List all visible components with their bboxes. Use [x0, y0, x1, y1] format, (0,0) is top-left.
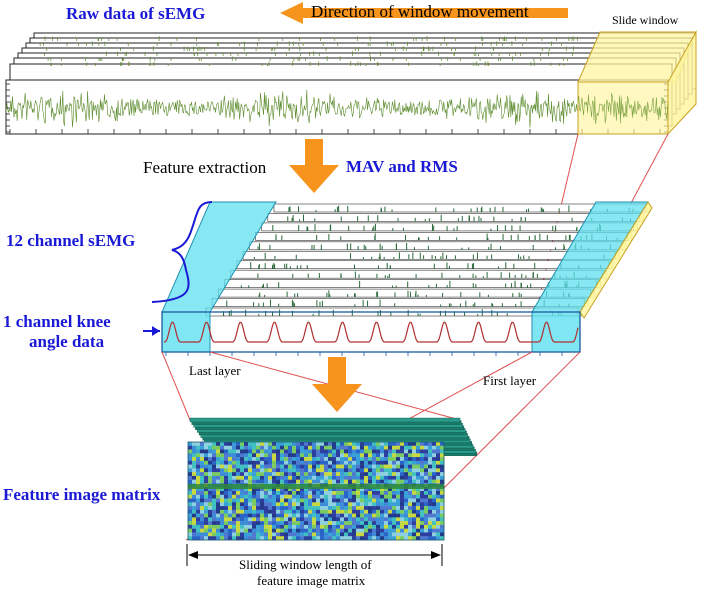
feature-image-matrix-label: Feature image matrix [3, 485, 161, 504]
feature-extraction-arrow [289, 139, 339, 193]
feature-block-side-strip [579, 201, 653, 319]
slide-window-signal [578, 93, 668, 125]
raw-semg-signal [6, 89, 578, 128]
last-layer-window [161, 201, 277, 353]
channel-brace [151, 201, 213, 303]
slide-window-box [577, 30, 697, 136]
connector-line [161, 351, 191, 421]
knee-angle-strip [161, 311, 581, 353]
sliding-length-dimension [186, 544, 443, 566]
raw-semg-front-strip [5, 79, 669, 135]
sliding-length-label-line1: Sliding window length of [239, 557, 372, 572]
slide-window-label: Slide window [612, 13, 679, 27]
connector-line [629, 133, 669, 206]
feature-image-matrix [187, 417, 478, 541]
knee-angle-curve [163, 321, 579, 343]
knee-angle-label-line1: 1 channel knee [3, 312, 111, 331]
connector-line [441, 351, 581, 491]
feature-image-arrow [312, 357, 362, 412]
knee-angle-ticks [165, 352, 563, 356]
raw-data-title: Raw data of sEMG [66, 4, 206, 23]
first-layer-label: First layer [483, 373, 537, 388]
mav-rms-label: MAV and RMS [346, 157, 458, 176]
last-layer-label: Last layer [189, 363, 241, 378]
knee-angle-label-line2: angle data [29, 332, 105, 351]
direction-label: Direction of window movement [311, 2, 529, 21]
feature-extraction-label: Feature extraction [143, 158, 267, 177]
direction-arrow [280, 2, 568, 24]
channel-semg-label: 12 channel sEMG [6, 231, 136, 250]
knee-pointer-arrow [143, 326, 160, 336]
sliding-length-label-line2: feature image matrix [257, 573, 366, 588]
